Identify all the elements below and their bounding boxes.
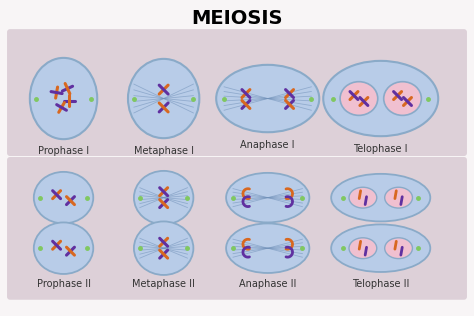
Ellipse shape: [216, 65, 319, 132]
Text: Anaphase II: Anaphase II: [239, 279, 296, 289]
Text: Anaphase I: Anaphase I: [240, 140, 295, 150]
Ellipse shape: [34, 172, 93, 223]
Ellipse shape: [134, 222, 193, 275]
Ellipse shape: [349, 238, 377, 258]
Ellipse shape: [331, 224, 430, 272]
Text: Telophase II: Telophase II: [352, 279, 410, 289]
Ellipse shape: [340, 82, 378, 115]
Ellipse shape: [34, 222, 93, 274]
Text: Prophase I: Prophase I: [38, 146, 89, 156]
Ellipse shape: [128, 59, 200, 138]
Text: Telophase I: Telophase I: [354, 144, 408, 154]
Ellipse shape: [134, 171, 193, 224]
Ellipse shape: [383, 82, 421, 115]
Text: Metaphase I: Metaphase I: [134, 146, 194, 156]
Ellipse shape: [385, 238, 412, 258]
Text: MEIOSIS: MEIOSIS: [191, 9, 283, 28]
Text: Metaphase II: Metaphase II: [132, 279, 195, 289]
FancyBboxPatch shape: [7, 157, 467, 300]
Ellipse shape: [226, 173, 310, 222]
Ellipse shape: [385, 187, 412, 208]
Ellipse shape: [30, 58, 97, 139]
Ellipse shape: [331, 174, 430, 222]
Ellipse shape: [349, 187, 377, 208]
Ellipse shape: [323, 61, 438, 136]
Ellipse shape: [226, 223, 310, 273]
FancyBboxPatch shape: [7, 29, 467, 156]
Text: Prophase II: Prophase II: [36, 279, 91, 289]
